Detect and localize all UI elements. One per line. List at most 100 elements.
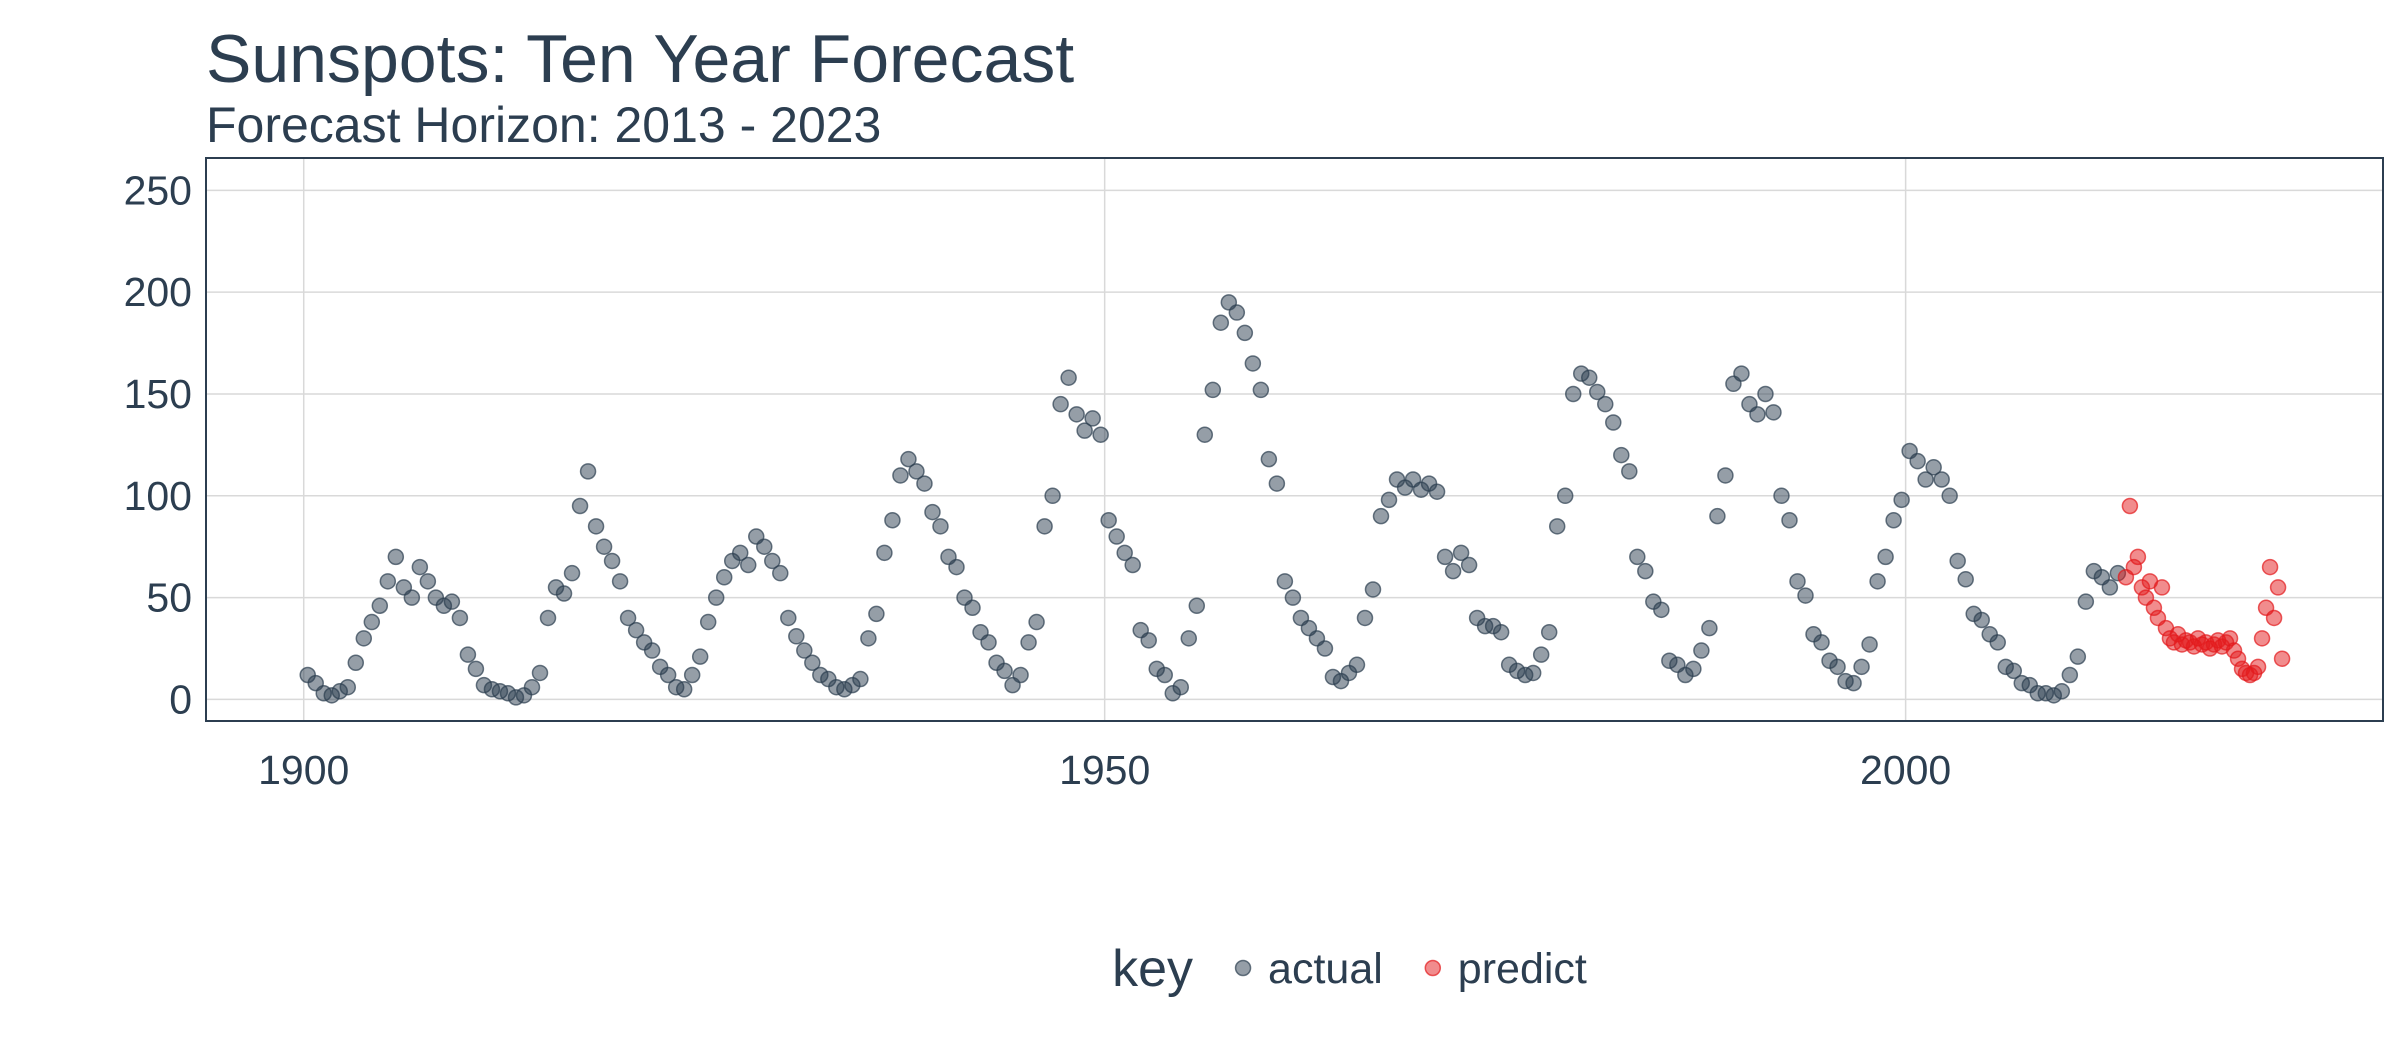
- point: [467, 660, 485, 678]
- y-tick-label: 50: [146, 575, 192, 621]
- point: [1869, 573, 1886, 590]
- point: [1036, 518, 1053, 535]
- point: [1949, 552, 1966, 570]
- point: [339, 678, 357, 696]
- point: [355, 630, 373, 647]
- point: [715, 568, 733, 586]
- point: [1348, 656, 1366, 674]
- point: [1853, 658, 1870, 676]
- point: [908, 463, 925, 480]
- point: [1797, 587, 1814, 604]
- point: [1733, 365, 1750, 382]
- point: [1701, 619, 1718, 637]
- point: [1140, 632, 1157, 649]
- point: [772, 564, 789, 582]
- point: [1284, 589, 1302, 606]
- point: [555, 585, 573, 602]
- point: [1933, 471, 1950, 488]
- point: [1621, 463, 1638, 480]
- point: [1124, 556, 1141, 574]
- point: [1012, 666, 1029, 684]
- point: [1460, 556, 1478, 574]
- point: [371, 597, 389, 615]
- point: [2273, 650, 2291, 667]
- point: [1156, 666, 1173, 684]
- point: [1548, 518, 1566, 535]
- point: [1564, 385, 1582, 403]
- point: [2249, 658, 2267, 676]
- point: [403, 589, 421, 606]
- point: [539, 609, 557, 627]
- point: [683, 666, 701, 684]
- point: [1885, 511, 1902, 529]
- point: [1709, 507, 1726, 525]
- point: [764, 552, 781, 570]
- point: [2261, 558, 2279, 576]
- point: [1244, 355, 1262, 372]
- point: [1917, 471, 1934, 488]
- point: [387, 548, 405, 566]
- point: [1084, 410, 1101, 427]
- point: [571, 497, 589, 515]
- y-tick-label: 150: [124, 371, 192, 417]
- legend-symbol: [1234, 959, 1252, 977]
- legend-label: predict: [1458, 945, 1587, 993]
- point: [2153, 579, 2171, 596]
- y-tick-label: 250: [124, 167, 192, 213]
- point: [1380, 491, 1398, 509]
- point: [1116, 544, 1133, 562]
- chart-subtitle: Forecast Horizon: 2013 - 2023: [206, 97, 881, 153]
- point: [731, 544, 749, 562]
- point: [1781, 511, 1798, 529]
- point: [1356, 609, 1374, 627]
- legend-symbol: [1424, 959, 1442, 977]
- legend-title: key: [1112, 940, 1193, 998]
- point: [619, 609, 637, 627]
- point: [1052, 395, 1069, 413]
- point: [1613, 446, 1630, 464]
- point: [531, 664, 549, 682]
- x-tick-label: 1950: [1059, 747, 1150, 793]
- point: [1749, 406, 1766, 423]
- point: [379, 573, 397, 590]
- point: [1685, 660, 1702, 678]
- point: [1180, 630, 1198, 647]
- point: [1020, 634, 1037, 651]
- point: [756, 538, 773, 555]
- point: [659, 666, 677, 684]
- point: [1428, 483, 1446, 500]
- y-tick-label: 200: [124, 269, 192, 315]
- point: [892, 467, 909, 484]
- point: [707, 589, 725, 606]
- point: [948, 558, 965, 576]
- point: [1653, 601, 1670, 619]
- point: [699, 613, 717, 631]
- point: [2129, 548, 2147, 566]
- point: [411, 558, 429, 576]
- point: [363, 613, 381, 631]
- point: [739, 556, 757, 574]
- point: [2101, 579, 2119, 596]
- point: [1068, 406, 1085, 423]
- point: [1236, 324, 1254, 342]
- point: [932, 518, 949, 535]
- point: [1605, 414, 1622, 431]
- point: [884, 511, 901, 529]
- point: [2053, 683, 2071, 700]
- point: [1532, 646, 1550, 663]
- point: [587, 518, 605, 535]
- point: [643, 642, 661, 659]
- point: [1316, 640, 1334, 657]
- point: [1556, 487, 1574, 505]
- point: [796, 642, 813, 659]
- point: [1597, 395, 1614, 413]
- x-tick-label: 2000: [1860, 747, 1951, 793]
- point: [1076, 422, 1093, 439]
- point: [603, 552, 621, 570]
- point: [1789, 573, 1806, 590]
- point: [780, 609, 797, 627]
- point: [1044, 487, 1061, 505]
- point: [563, 564, 581, 582]
- point: [1436, 548, 1454, 566]
